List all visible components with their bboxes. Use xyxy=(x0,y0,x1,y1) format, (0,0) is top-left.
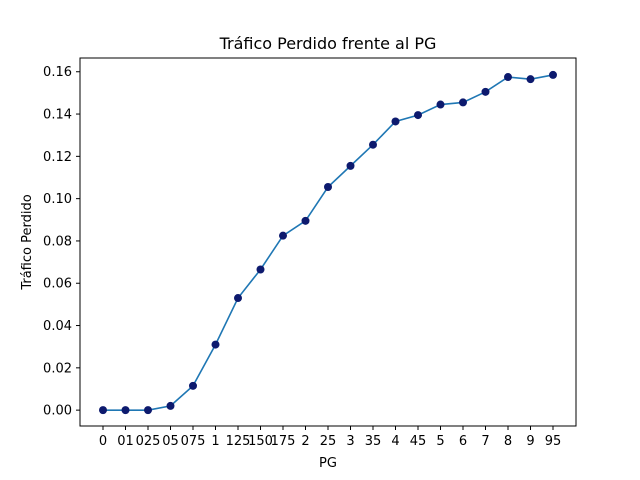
x-tick-label: 0 xyxy=(99,434,107,449)
x-tick-label: 01 xyxy=(117,434,134,449)
x-tick-label: 5 xyxy=(436,434,444,449)
data-point xyxy=(166,401,175,410)
data-point xyxy=(121,406,130,415)
x-tick-label: 9 xyxy=(526,434,534,449)
data-point xyxy=(481,87,490,96)
y-tick-label: 0.10 xyxy=(43,192,72,207)
x-tick-label: 05 xyxy=(162,434,179,449)
data-point xyxy=(301,216,310,225)
data-point xyxy=(234,294,242,303)
y-tick-label: 0.16 xyxy=(43,65,72,80)
y-tick-label: 0.12 xyxy=(43,150,72,165)
x-tick-label: 95 xyxy=(545,434,562,449)
x-tick-label: 25 xyxy=(320,434,337,449)
x-tick-label: 1 xyxy=(211,434,219,449)
x-tick-label: 150 xyxy=(248,434,273,449)
data-point xyxy=(549,70,557,79)
data-point xyxy=(526,75,535,84)
data-point xyxy=(279,231,287,240)
x-tick-label: 125 xyxy=(226,434,251,449)
data-point xyxy=(99,406,107,415)
x-tick-label: 7 xyxy=(481,434,489,449)
data-point xyxy=(144,406,152,415)
data-point xyxy=(391,117,400,126)
x-tick-label: 075 xyxy=(181,434,206,449)
x-tick-label: 3 xyxy=(346,434,354,449)
x-tick-label: 2 xyxy=(301,434,309,449)
series-line xyxy=(103,74,554,411)
y-axis-title: Tráfico Perdido xyxy=(20,194,35,290)
x-tick-label: 025 xyxy=(136,434,161,449)
data-point xyxy=(504,73,512,82)
data-point xyxy=(459,98,467,107)
data-point xyxy=(189,381,197,390)
chart-title: Tráfico Perdido frente al PG xyxy=(219,34,437,53)
x-tick-label: 6 xyxy=(459,434,467,449)
y-tick-label: 0.04 xyxy=(43,319,72,334)
x-axis-title: PG xyxy=(319,456,337,471)
data-point xyxy=(414,111,422,120)
plot-area xyxy=(79,57,577,427)
y-tick-label: 0.08 xyxy=(43,234,72,249)
series-layer xyxy=(99,70,557,415)
x-tick-label: 45 xyxy=(410,434,427,449)
data-point xyxy=(256,265,265,274)
data-point xyxy=(346,161,355,170)
data-point xyxy=(436,100,445,109)
data-point xyxy=(211,340,220,349)
y-axis: 0.00 0.02 0.04 0.06 0.08 0.10 0.12 0.14 0.16 xyxy=(43,65,80,419)
x-tick-label: 8 xyxy=(504,434,512,449)
y-tick-label: 0.00 xyxy=(43,404,72,419)
plot-frame xyxy=(79,57,577,427)
y-tick-label: 0.06 xyxy=(43,277,72,292)
data-point xyxy=(324,183,332,192)
y-tick-label: 0.14 xyxy=(43,108,72,123)
data-point xyxy=(369,140,377,149)
x-tick-label: 35 xyxy=(365,434,382,449)
x-tick-label: 4 xyxy=(391,434,399,449)
x-tick-label: 175 xyxy=(271,434,296,449)
y-tick-label: 0.02 xyxy=(43,361,72,376)
